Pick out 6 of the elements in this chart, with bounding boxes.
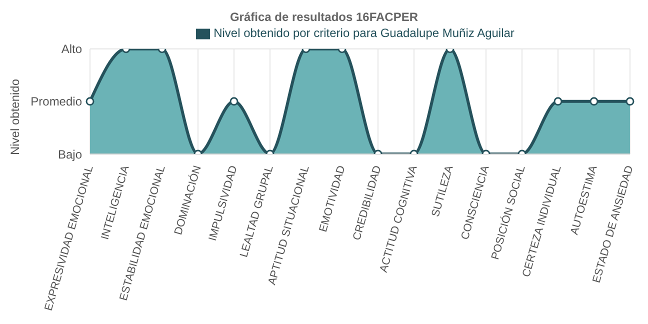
text: Promedio bbox=[30, 94, 82, 109]
chart-title: Gráfica de resultados 16FACPER bbox=[228, 9, 420, 26]
text: Alto bbox=[61, 42, 82, 56]
legend-label: Nivel obtenido por criterio para Guadalupe Muñiz Aguilar bbox=[214, 26, 514, 40]
text: Bajo bbox=[58, 147, 82, 162]
y-axis-title: Nivel obtenido bbox=[8, 78, 22, 156]
